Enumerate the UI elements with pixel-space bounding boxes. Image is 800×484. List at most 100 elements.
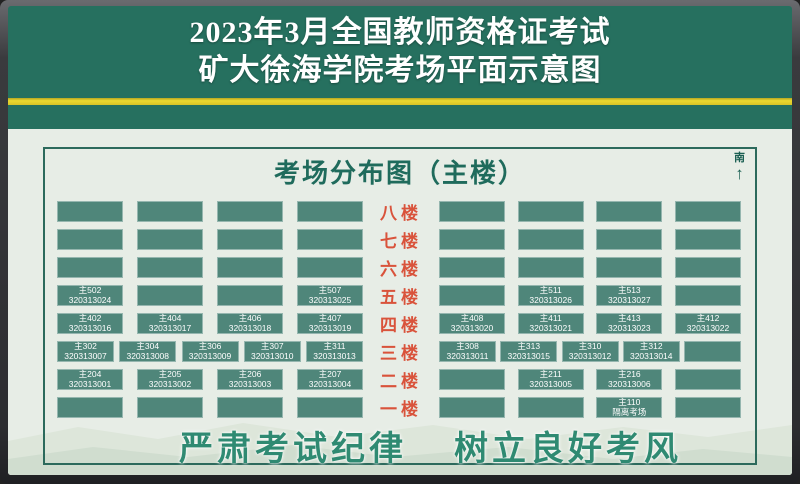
floor-row: 八楼: [57, 201, 741, 223]
room-block-empty: [297, 257, 363, 278]
room-number: 主411: [539, 313, 562, 323]
room-code: 320313001: [68, 378, 112, 389]
floor-label: 二楼: [380, 372, 422, 391]
room-block-empty: [439, 285, 505, 306]
slogan-left: 严肃考试纪律: [179, 430, 407, 468]
room-code: 320313013: [313, 350, 356, 361]
room-code: 320313003: [228, 378, 272, 389]
floor-label: 一楼: [380, 400, 422, 419]
room-group-right: 主211 320313005 主216 320313006: [439, 369, 741, 390]
room-block-empty: [674, 397, 741, 418]
room-group-right: 主110 隔离考场: [439, 397, 741, 418]
room-block-empty: [297, 229, 363, 250]
room-block-empty: [137, 285, 203, 306]
room-block-empty: [137, 397, 203, 418]
room-group-left: [57, 397, 363, 418]
room-block: 主511 320313026: [517, 285, 584, 306]
room-block-empty: [57, 257, 123, 278]
room-code: 320313004: [308, 378, 352, 389]
room-code: 320313008: [126, 350, 170, 361]
room-group-left: 主302 320313007 主304 320313008 主306 320313009 主…: [57, 341, 363, 362]
room-code: 320313016: [68, 322, 112, 333]
room-block: 主313 320313015: [500, 341, 558, 362]
room-number: 主406: [238, 313, 262, 323]
room-number: 主308: [456, 341, 479, 351]
room-number: 主206: [238, 369, 262, 379]
room-group-left: 主502 320313024 主507 320313025: [57, 285, 363, 306]
room-code: 320313007: [64, 350, 107, 361]
room-number: 主507: [318, 285, 342, 295]
compass: 南 ↑: [734, 153, 745, 183]
room-number: 主404: [158, 313, 182, 323]
room-code: 320313025: [308, 294, 352, 305]
room-block: 主307 320313010: [243, 341, 301, 362]
room-block-empty: [674, 201, 741, 222]
room-block-empty: [57, 397, 123, 418]
room-code: 320313005: [529, 378, 572, 389]
room-block-empty: [217, 201, 283, 222]
room-group-left: 主204 320313001 主205 320313002 主206 320313003 主…: [57, 369, 363, 390]
room-code: 隔离考场: [612, 406, 647, 417]
room-code: 320313017: [148, 322, 192, 333]
room-group-left: 主402 320313016 主404 320313017 主406 320313018 主…: [57, 313, 363, 334]
room-number: 主311: [323, 341, 346, 351]
room-block: 主204 320313001: [57, 369, 123, 390]
room-group-left: [57, 257, 363, 278]
room-block-empty: [217, 285, 283, 306]
room-block: 主408 320313020: [439, 313, 505, 334]
room-block: 主413 320313023: [596, 313, 663, 334]
room-block: 主513 320313027: [596, 285, 663, 306]
header-banner: 2023年3月全国教师资格证考试 矿大徐海学院考场平面示意图: [8, 6, 792, 98]
floor-label: 六楼: [380, 260, 422, 279]
room-block: 主310 320313012: [561, 341, 619, 362]
room-block: 主206 320313003: [217, 369, 283, 390]
room-block: 主304 320313008: [119, 341, 177, 362]
room-block-empty: [517, 229, 584, 250]
room-block: 主404 320313017: [137, 313, 203, 334]
room-block: 主302 320313007: [57, 341, 114, 362]
room-group-right: 主308 320313011 主313 320313015 主310 320313012 主…: [439, 341, 741, 362]
floor-row: 主502 320313024 主507 320313025 五楼 主511 32031302…: [57, 285, 741, 307]
room-group-right: [439, 201, 741, 222]
room-block-empty: [439, 201, 505, 222]
room-block: 主312 320313014: [622, 341, 680, 362]
room-number: 主304: [136, 341, 160, 351]
room-block: 主402 320313016: [57, 313, 123, 334]
room-block-empty: [674, 369, 741, 390]
room-block-empty: [57, 201, 123, 222]
floor-row: 一楼 主110 隔离考场: [57, 397, 741, 419]
room-code: 320313010: [250, 350, 294, 361]
room-group-left: [57, 229, 363, 250]
north-arrow-icon: ↑: [735, 164, 744, 183]
room-block-empty: [674, 285, 741, 306]
room-block-empty: [297, 397, 363, 418]
room-block-empty: [137, 257, 203, 278]
room-block: 主216 320313006: [596, 369, 663, 390]
room-code: 320313012: [568, 350, 612, 361]
room-block: 主207 320313004: [297, 369, 363, 390]
room-number: 主502: [78, 285, 102, 295]
yellow-divider: [8, 98, 792, 105]
room-block-empty: [439, 369, 505, 390]
room-code: 320313009: [188, 350, 232, 361]
room-code: 320313024: [68, 294, 112, 305]
room-block-empty: [137, 201, 203, 222]
room-code: 320313026: [529, 294, 572, 305]
room-code: 320313015: [507, 350, 551, 361]
room-block: 主407 320313019: [297, 313, 363, 334]
room-number: 主413: [617, 313, 641, 323]
room-number: 主204: [78, 369, 102, 379]
room-block-empty: [517, 397, 584, 418]
room-group-left: [57, 201, 363, 222]
room-code: 320313022: [686, 322, 730, 333]
mountains-watermark: [8, 423, 792, 475]
room-block-empty: [439, 229, 505, 250]
floor-row: 主302 320313007 主304 320313008 主306 320313009 主…: [57, 341, 741, 363]
room-number: 主110: [618, 397, 641, 407]
room-block: 主502 320313024: [57, 285, 123, 306]
room-block-empty: [217, 397, 283, 418]
room-number: 主307: [260, 341, 284, 351]
floor-label: 四楼: [380, 316, 422, 335]
room-block: 主205 320313002: [137, 369, 203, 390]
